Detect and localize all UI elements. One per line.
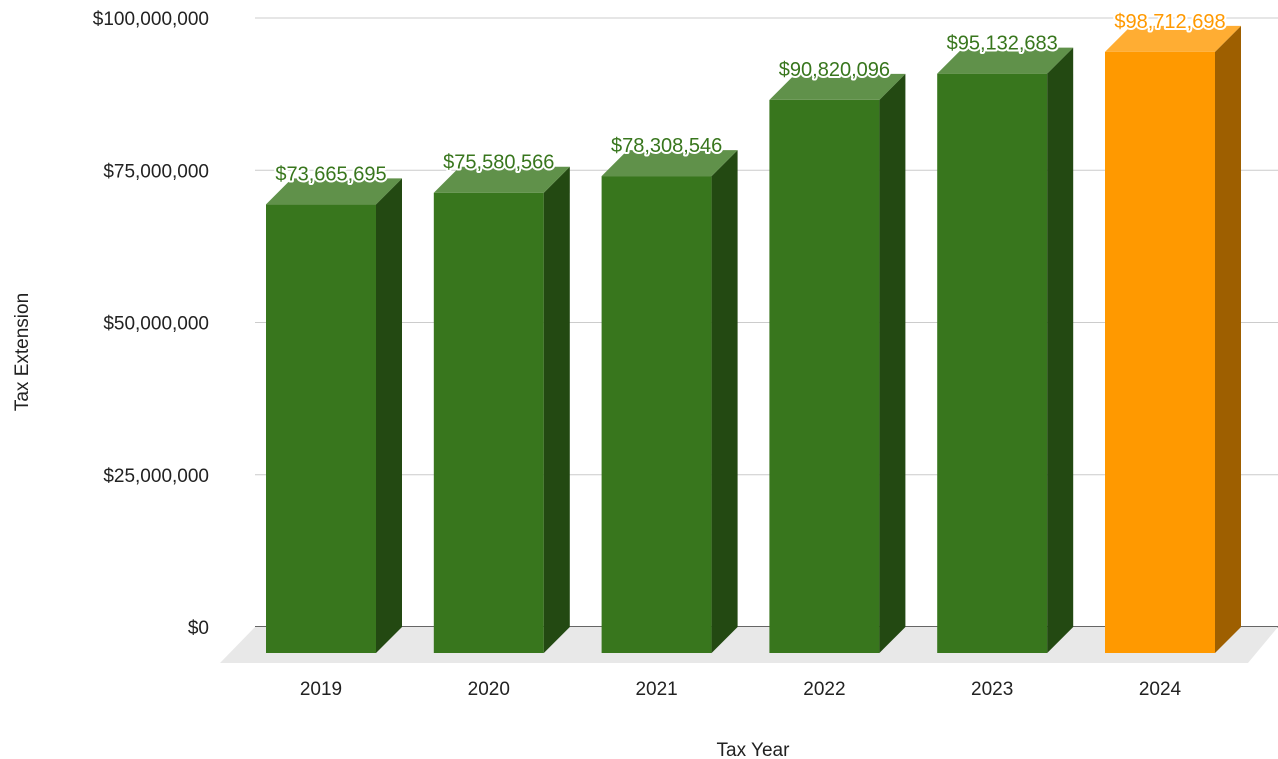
- data-label-2022: $90,820,096: [779, 59, 890, 81]
- y-tick-label: $50,000,000: [103, 314, 209, 335]
- bar-side-face: [1215, 25, 1241, 654]
- data-labels: $73,665,695 $75,580,566 $78,308,546 $90,820…: [273, 9, 1227, 188]
- y-tick-label: $25,000,000: [103, 466, 209, 487]
- bar-side-face: [1047, 47, 1074, 653]
- bar-side-face: [879, 73, 906, 653]
- bar-side-face: [711, 150, 738, 653]
- bar-top-face: [769, 73, 906, 100]
- bar-top-face: [1105, 25, 1241, 52]
- x-tick-label: 2019: [300, 679, 342, 700]
- bar-top-face: [433, 166, 570, 193]
- bars: [266, 25, 1241, 654]
- y-tick-label: $100,000,000: [93, 9, 209, 30]
- bar-2019: [266, 178, 402, 653]
- bar-front-face: [1105, 51, 1215, 654]
- bar-front-face: [433, 192, 544, 653]
- y-tick-label: $0: [188, 618, 209, 639]
- bar-2024: [1105, 25, 1241, 654]
- bar-2020: [433, 166, 570, 653]
- x-tick-label: 2020: [468, 679, 510, 700]
- bar-side-face: [543, 166, 570, 653]
- x-axis-ticks: 2019 2020 2021 2022 2023 2024: [300, 679, 1182, 700]
- data-label-2020: $75,580,566: [443, 152, 554, 174]
- y-axis-ticks: $0 $25,000,000 $50,000,000 $75,000,000 $100,…: [93, 9, 209, 639]
- bar-front-face: [266, 204, 376, 653]
- x-tick-label: 2024: [1139, 679, 1182, 700]
- bar-top-face: [266, 178, 402, 205]
- bar-front-face: [769, 99, 880, 653]
- bar-top-face: [937, 47, 1074, 74]
- x-tick-label: 2021: [635, 679, 677, 700]
- data-label-2019: $73,665,695: [275, 163, 386, 185]
- bar-front-face: [937, 73, 1048, 653]
- y-axis-title: Tax Extension: [12, 293, 33, 411]
- data-label-2023: $95,132,683: [947, 33, 1058, 55]
- y-tick-label: $75,000,000: [103, 161, 209, 182]
- bar-2022: [769, 73, 906, 653]
- bar-2023: [937, 47, 1074, 653]
- bar-side-face: [376, 178, 402, 653]
- x-tick-label: 2022: [803, 679, 845, 700]
- bar-top-face: [601, 150, 738, 177]
- x-axis-title: Tax Year: [717, 740, 791, 759]
- bar-2021: [601, 150, 738, 653]
- x-tick-label: 2023: [971, 679, 1013, 700]
- data-label-2021: $78,308,546: [611, 135, 722, 157]
- bar-front-face: [601, 176, 712, 653]
- data-label-2024: $98,712,698: [1114, 11, 1225, 33]
